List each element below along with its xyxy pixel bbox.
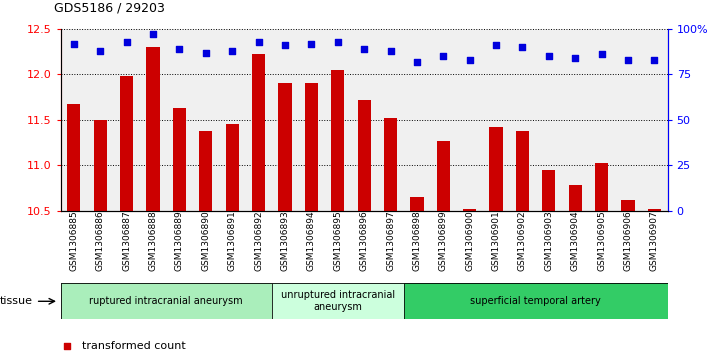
Text: GSM1306894: GSM1306894 [307, 211, 316, 271]
Point [464, 57, 476, 63]
Bar [120, 76, 134, 211]
Bar [542, 170, 555, 211]
Text: GSM1306888: GSM1306888 [149, 211, 158, 271]
Bar [226, 125, 238, 211]
Bar [331, 70, 344, 211]
Point [279, 42, 291, 48]
Bar [411, 197, 423, 211]
Point [411, 59, 423, 65]
Text: superficial temporal artery: superficial temporal artery [471, 296, 601, 306]
Bar [199, 131, 212, 211]
Point [200, 50, 211, 56]
Bar [490, 127, 503, 211]
Point [147, 32, 159, 37]
FancyBboxPatch shape [403, 283, 668, 319]
Text: GSM1306907: GSM1306907 [650, 211, 659, 271]
Text: GSM1306901: GSM1306901 [491, 211, 501, 271]
Bar [305, 83, 318, 211]
Text: GDS5186 / 29203: GDS5186 / 29203 [54, 1, 164, 15]
Bar [67, 104, 81, 211]
Bar [621, 200, 635, 211]
FancyBboxPatch shape [61, 283, 272, 319]
Text: GSM1306900: GSM1306900 [466, 211, 474, 271]
Point [649, 57, 660, 63]
Text: GSM1306887: GSM1306887 [122, 211, 131, 271]
Point [306, 41, 317, 46]
Bar [173, 108, 186, 211]
Bar [94, 120, 107, 211]
Point [543, 53, 555, 59]
Point [174, 46, 185, 52]
Text: GSM1306890: GSM1306890 [201, 211, 211, 271]
Bar [278, 83, 291, 211]
Point [438, 53, 449, 59]
Text: transformed count: transformed count [82, 341, 186, 351]
Text: unruptured intracranial
aneurysm: unruptured intracranial aneurysm [281, 290, 395, 312]
Text: GSM1306898: GSM1306898 [413, 211, 421, 271]
Text: GSM1306892: GSM1306892 [254, 211, 263, 271]
Text: GSM1306891: GSM1306891 [228, 211, 237, 271]
Text: GSM1306902: GSM1306902 [518, 211, 527, 271]
Bar [252, 54, 265, 211]
Point [253, 39, 264, 45]
Text: ruptured intracranial aneurysm: ruptured intracranial aneurysm [89, 296, 243, 306]
Bar [595, 163, 608, 211]
Text: GSM1306895: GSM1306895 [333, 211, 342, 271]
Text: GSM1306885: GSM1306885 [69, 211, 79, 271]
Text: GSM1306906: GSM1306906 [623, 211, 633, 271]
Point [358, 46, 370, 52]
Point [623, 57, 634, 63]
FancyBboxPatch shape [272, 283, 403, 319]
Text: GSM1306899: GSM1306899 [439, 211, 448, 271]
Bar [384, 118, 397, 211]
Bar [358, 100, 371, 211]
Point [413, 238, 425, 244]
Point [596, 52, 608, 57]
Bar [568, 185, 582, 211]
Text: GSM1306905: GSM1306905 [597, 211, 606, 271]
Point [385, 48, 396, 54]
Bar [648, 209, 661, 211]
Point [226, 48, 238, 54]
Bar [463, 209, 476, 211]
Bar [146, 47, 160, 211]
Text: GSM1306893: GSM1306893 [281, 211, 289, 271]
Text: tissue: tissue [0, 296, 33, 306]
Point [94, 48, 106, 54]
Point [68, 41, 79, 46]
Text: GSM1306897: GSM1306897 [386, 211, 395, 271]
Point [491, 42, 502, 48]
Point [517, 44, 528, 50]
Text: GSM1306886: GSM1306886 [96, 211, 105, 271]
Point [121, 39, 132, 45]
Text: GSM1306903: GSM1306903 [544, 211, 553, 271]
Text: GSM1306896: GSM1306896 [360, 211, 368, 271]
Bar [437, 141, 450, 211]
Text: GSM1306904: GSM1306904 [570, 211, 580, 271]
Point [332, 39, 343, 45]
Text: GSM1306889: GSM1306889 [175, 211, 184, 271]
Bar [516, 131, 529, 211]
Point [570, 55, 581, 61]
